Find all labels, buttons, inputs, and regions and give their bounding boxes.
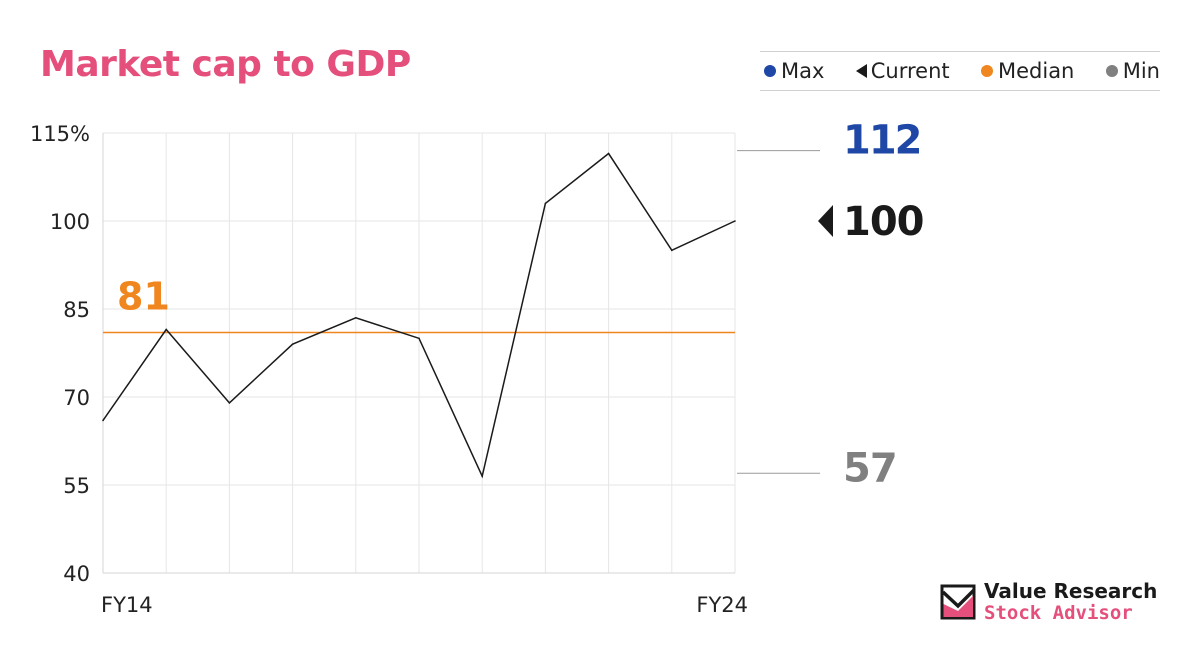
y-tick-label: 115% [30, 122, 90, 146]
legend-median: Median [977, 59, 1074, 83]
legend-max-label: Max [781, 59, 825, 83]
data-point [165, 328, 167, 331]
value-research-logo-icon [940, 584, 976, 620]
y-tick-label: 85 [63, 298, 90, 322]
brand-logo: Value Research Stock Advisor [940, 580, 1157, 624]
legend-min-label: Min [1122, 59, 1160, 83]
max-value-label: 112 [843, 118, 921, 164]
median-value-label: 81 [117, 274, 170, 318]
data-point [734, 220, 736, 222]
legend-min: Min [1102, 59, 1160, 83]
y-tick-label: 100 [50, 210, 90, 234]
data-point [544, 202, 547, 205]
data-point [671, 249, 673, 252]
x-tick-label: FY14 [101, 593, 153, 617]
logo-line2: Stock Advisor [984, 602, 1133, 624]
data-point [355, 317, 357, 319]
min-dot-icon [1105, 65, 1118, 77]
current-value-label: 100 [843, 199, 924, 245]
x-tick-label: FY24 [696, 593, 748, 617]
min-value-label: 57 [843, 445, 897, 491]
data-point [102, 419, 104, 422]
legend: Max Current Median Min [760, 51, 1160, 91]
current-marker-icon [818, 205, 833, 237]
legend-current: Current [852, 59, 950, 83]
legend-current-label: Current [870, 59, 950, 83]
data-point [291, 343, 294, 346]
y-tick-label: 40 [63, 562, 90, 586]
median-dot-icon [980, 65, 993, 77]
y-tick-label: 55 [63, 474, 90, 498]
current-triangle-icon [855, 64, 867, 78]
max-dot-icon [764, 65, 776, 77]
data-point [228, 402, 231, 404]
data-point [418, 337, 420, 340]
logo-line1: Value Research [984, 579, 1158, 603]
data-point [481, 475, 484, 478]
chart-title: Market cap to GDP [40, 44, 411, 85]
data-point [607, 152, 610, 155]
legend-max: Max [760, 59, 824, 83]
y-tick-label: 70 [63, 386, 90, 410]
legend-median-label: Median [997, 59, 1075, 83]
